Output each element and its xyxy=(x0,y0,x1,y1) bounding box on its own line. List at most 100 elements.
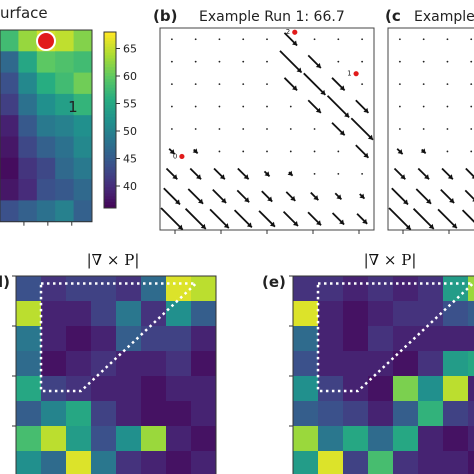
arrow-head xyxy=(196,174,202,180)
heatmap-cell xyxy=(91,451,117,474)
start-marker xyxy=(36,31,56,51)
heatmap-cell xyxy=(468,426,474,452)
heatmap-cell xyxy=(343,301,369,327)
heatmap-cell xyxy=(41,276,67,302)
vector-arrow xyxy=(242,38,245,41)
heatmap-cell xyxy=(41,451,67,474)
arrow-head xyxy=(339,130,345,136)
heatmap-cell xyxy=(141,376,167,402)
vector-arrow xyxy=(266,60,268,63)
heatmap-cell xyxy=(18,179,38,201)
vector-arrow xyxy=(194,105,197,108)
heatmap-cell xyxy=(191,351,217,377)
colorbar-tick-label: 60 xyxy=(123,70,137,83)
heatmap-cell xyxy=(0,179,19,201)
arrow-head xyxy=(397,149,403,155)
arrow-head xyxy=(269,221,275,227)
arrow-head xyxy=(447,174,453,180)
heatmap-cell xyxy=(18,93,38,116)
colorbar-segment xyxy=(104,73,116,77)
panel-a-colorbar: 40 45 50 55 60 65 xyxy=(103,31,137,209)
colorbar-segment xyxy=(104,193,116,197)
panel-a-title: urface xyxy=(0,4,48,22)
heatmap-cell xyxy=(41,401,67,427)
colorbar-segment xyxy=(104,117,116,121)
vector-arrow xyxy=(218,105,221,108)
heatmap-cell xyxy=(36,200,56,223)
heatmap-cell xyxy=(191,326,217,352)
heatmap-cell xyxy=(18,51,38,73)
vector-arrow xyxy=(470,150,473,153)
arrow-head xyxy=(363,107,369,113)
heatmap-cell xyxy=(166,276,192,302)
heatmap-cell xyxy=(468,351,474,377)
colorbar-segment xyxy=(104,187,116,191)
heatmap-cell xyxy=(66,326,92,352)
heatmap-cell xyxy=(368,451,394,474)
vector-arrow xyxy=(464,189,474,201)
heatmap-cell xyxy=(116,301,142,327)
heatmap-cell xyxy=(73,200,93,223)
arrow-head xyxy=(363,152,369,158)
heatmap-cell xyxy=(91,401,117,427)
arrow-head xyxy=(292,40,298,46)
heatmap-cell xyxy=(166,351,192,377)
colorbar-segment xyxy=(104,155,116,159)
region-outline xyxy=(39,282,200,393)
heatmap-cell xyxy=(343,401,369,427)
heatmap-cell xyxy=(55,179,74,201)
vector-arrow xyxy=(461,209,474,223)
heatmap-cell xyxy=(293,351,319,377)
colorbar-segment xyxy=(104,125,116,130)
heatmap-cell xyxy=(293,451,319,474)
heatmap-cell xyxy=(18,200,38,223)
run-point xyxy=(179,153,185,160)
heatmap-cell xyxy=(191,276,217,302)
heatmap-cell xyxy=(18,115,38,137)
heatmap-cell xyxy=(55,200,74,223)
arrow-head xyxy=(264,171,270,177)
vector-arrow xyxy=(446,83,449,86)
colorbar-segment xyxy=(104,32,116,36)
heatmap-cell xyxy=(141,351,167,377)
heatmap-cell xyxy=(343,451,369,474)
heatmap-cell xyxy=(0,30,19,52)
colorbar-segment xyxy=(104,49,116,54)
heatmap-cell xyxy=(343,376,369,402)
colorbar-tick-label: 55 xyxy=(123,98,137,111)
arrow-head xyxy=(451,223,457,229)
panel-c-quiver xyxy=(388,38,474,234)
panel-e-label: (e) xyxy=(262,273,286,291)
colorbar-segment xyxy=(104,184,116,188)
vector-arrow xyxy=(470,60,473,63)
heatmap-cell xyxy=(368,301,394,327)
arrow-head xyxy=(402,199,408,205)
vector-arrow xyxy=(337,38,340,41)
vector-arrow xyxy=(170,60,173,63)
vector-arrow xyxy=(388,207,412,231)
colorbar-segment xyxy=(104,40,116,45)
vector-arrow xyxy=(313,128,316,130)
heatmap-cell xyxy=(36,179,56,201)
arrow-head xyxy=(174,199,180,205)
panel-b-quiver: 0 1 2 xyxy=(160,28,374,234)
vector-arrow xyxy=(398,105,401,108)
vector-arrow xyxy=(350,117,374,141)
heatmap-cell xyxy=(66,401,92,427)
vector-arrow xyxy=(194,38,197,41)
arrow-head xyxy=(449,197,455,203)
colorbar-segment xyxy=(104,58,116,62)
colorbar-segment xyxy=(104,181,116,186)
vector-arrow xyxy=(337,60,340,63)
heatmap-cell xyxy=(418,276,444,302)
heatmap-cell xyxy=(368,276,394,302)
heatmap-cell xyxy=(443,401,469,427)
vector-arrow xyxy=(337,150,340,153)
vector-arrow xyxy=(361,38,364,41)
panel-d-title: |∇ × P| xyxy=(87,251,140,269)
arrow-head xyxy=(471,175,474,179)
arrow-head xyxy=(219,174,225,180)
vector-arrow xyxy=(361,60,364,63)
colorbar-segment xyxy=(104,43,116,48)
arrow-head xyxy=(296,67,302,73)
